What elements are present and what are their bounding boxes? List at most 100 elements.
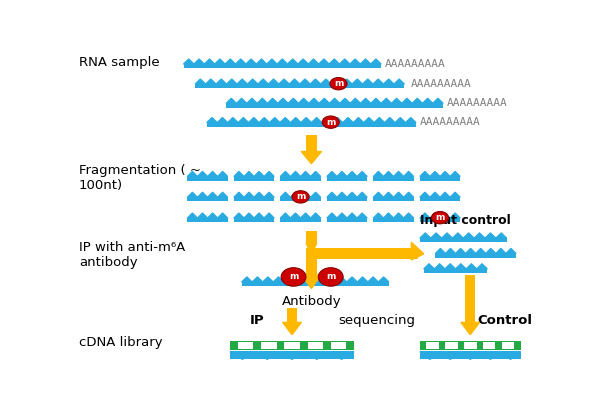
- Polygon shape: [234, 192, 244, 197]
- Polygon shape: [361, 59, 371, 64]
- Bar: [242, 282, 389, 286]
- Text: Fragmentation ( ~
100nt): Fragmentation ( ~ 100nt): [79, 164, 201, 192]
- Polygon shape: [343, 117, 353, 123]
- Polygon shape: [234, 171, 244, 176]
- Polygon shape: [420, 352, 440, 359]
- Polygon shape: [379, 277, 389, 282]
- Polygon shape: [340, 98, 350, 103]
- Bar: [280, 218, 320, 222]
- Polygon shape: [252, 277, 263, 282]
- Polygon shape: [227, 79, 237, 84]
- Bar: [287, 308, 297, 322]
- Polygon shape: [352, 79, 362, 84]
- Bar: [284, 342, 300, 349]
- Bar: [327, 197, 367, 202]
- Polygon shape: [301, 275, 322, 288]
- Text: IP: IP: [250, 314, 265, 327]
- Bar: [308, 342, 323, 349]
- Bar: [306, 254, 317, 275]
- Text: m: m: [326, 273, 335, 281]
- Polygon shape: [227, 117, 238, 123]
- Polygon shape: [305, 277, 315, 282]
- Polygon shape: [362, 79, 373, 84]
- Bar: [424, 269, 487, 273]
- Polygon shape: [436, 249, 445, 254]
- Polygon shape: [208, 171, 218, 176]
- Ellipse shape: [281, 268, 306, 286]
- Polygon shape: [311, 192, 320, 197]
- Polygon shape: [460, 352, 481, 359]
- Polygon shape: [311, 171, 320, 176]
- Bar: [420, 218, 460, 222]
- Polygon shape: [218, 171, 227, 176]
- Polygon shape: [218, 213, 227, 218]
- Polygon shape: [264, 192, 274, 197]
- Polygon shape: [217, 117, 227, 123]
- Polygon shape: [326, 277, 336, 282]
- Bar: [331, 342, 346, 349]
- Polygon shape: [420, 213, 430, 218]
- Polygon shape: [373, 213, 383, 218]
- Bar: [234, 176, 274, 181]
- Polygon shape: [394, 79, 404, 84]
- Bar: [327, 218, 367, 222]
- Polygon shape: [383, 192, 394, 197]
- Polygon shape: [246, 59, 256, 64]
- Polygon shape: [218, 192, 227, 197]
- Polygon shape: [215, 59, 225, 64]
- Bar: [420, 197, 460, 202]
- Polygon shape: [357, 213, 367, 218]
- Polygon shape: [383, 79, 394, 84]
- Polygon shape: [207, 117, 217, 123]
- Polygon shape: [433, 98, 443, 103]
- Polygon shape: [340, 59, 350, 64]
- Polygon shape: [264, 213, 274, 218]
- Polygon shape: [422, 98, 433, 103]
- Polygon shape: [288, 98, 298, 103]
- Polygon shape: [383, 213, 394, 218]
- Polygon shape: [412, 98, 422, 103]
- Polygon shape: [474, 233, 485, 238]
- Polygon shape: [331, 79, 341, 84]
- Polygon shape: [195, 79, 206, 84]
- Polygon shape: [310, 79, 320, 84]
- Polygon shape: [244, 171, 254, 176]
- Polygon shape: [254, 192, 264, 197]
- Polygon shape: [466, 249, 476, 254]
- Polygon shape: [268, 98, 278, 103]
- Polygon shape: [368, 277, 379, 282]
- Bar: [373, 218, 413, 222]
- Text: m: m: [326, 118, 335, 127]
- Polygon shape: [290, 171, 301, 176]
- Polygon shape: [280, 352, 304, 359]
- Polygon shape: [254, 171, 264, 176]
- Bar: [373, 197, 413, 202]
- Polygon shape: [301, 192, 311, 197]
- Polygon shape: [290, 213, 301, 218]
- Bar: [327, 176, 367, 181]
- Polygon shape: [311, 117, 322, 123]
- Bar: [280, 176, 320, 181]
- Polygon shape: [395, 117, 406, 123]
- Polygon shape: [230, 352, 255, 359]
- Text: IP with anti-m⁶A
antibody: IP with anti-m⁶A antibody: [79, 241, 185, 269]
- Bar: [195, 84, 404, 88]
- Polygon shape: [364, 117, 374, 123]
- Ellipse shape: [319, 268, 343, 286]
- Polygon shape: [236, 98, 247, 103]
- Polygon shape: [216, 79, 227, 84]
- Polygon shape: [290, 117, 301, 123]
- Polygon shape: [269, 117, 280, 123]
- Bar: [261, 342, 277, 349]
- Polygon shape: [420, 171, 430, 176]
- Polygon shape: [440, 352, 460, 359]
- Polygon shape: [358, 277, 368, 282]
- Polygon shape: [244, 192, 254, 197]
- Bar: [238, 342, 253, 349]
- Text: m: m: [289, 273, 298, 281]
- Polygon shape: [280, 192, 290, 197]
- Polygon shape: [440, 192, 450, 197]
- Polygon shape: [361, 98, 371, 103]
- Polygon shape: [337, 213, 347, 218]
- Polygon shape: [311, 213, 320, 218]
